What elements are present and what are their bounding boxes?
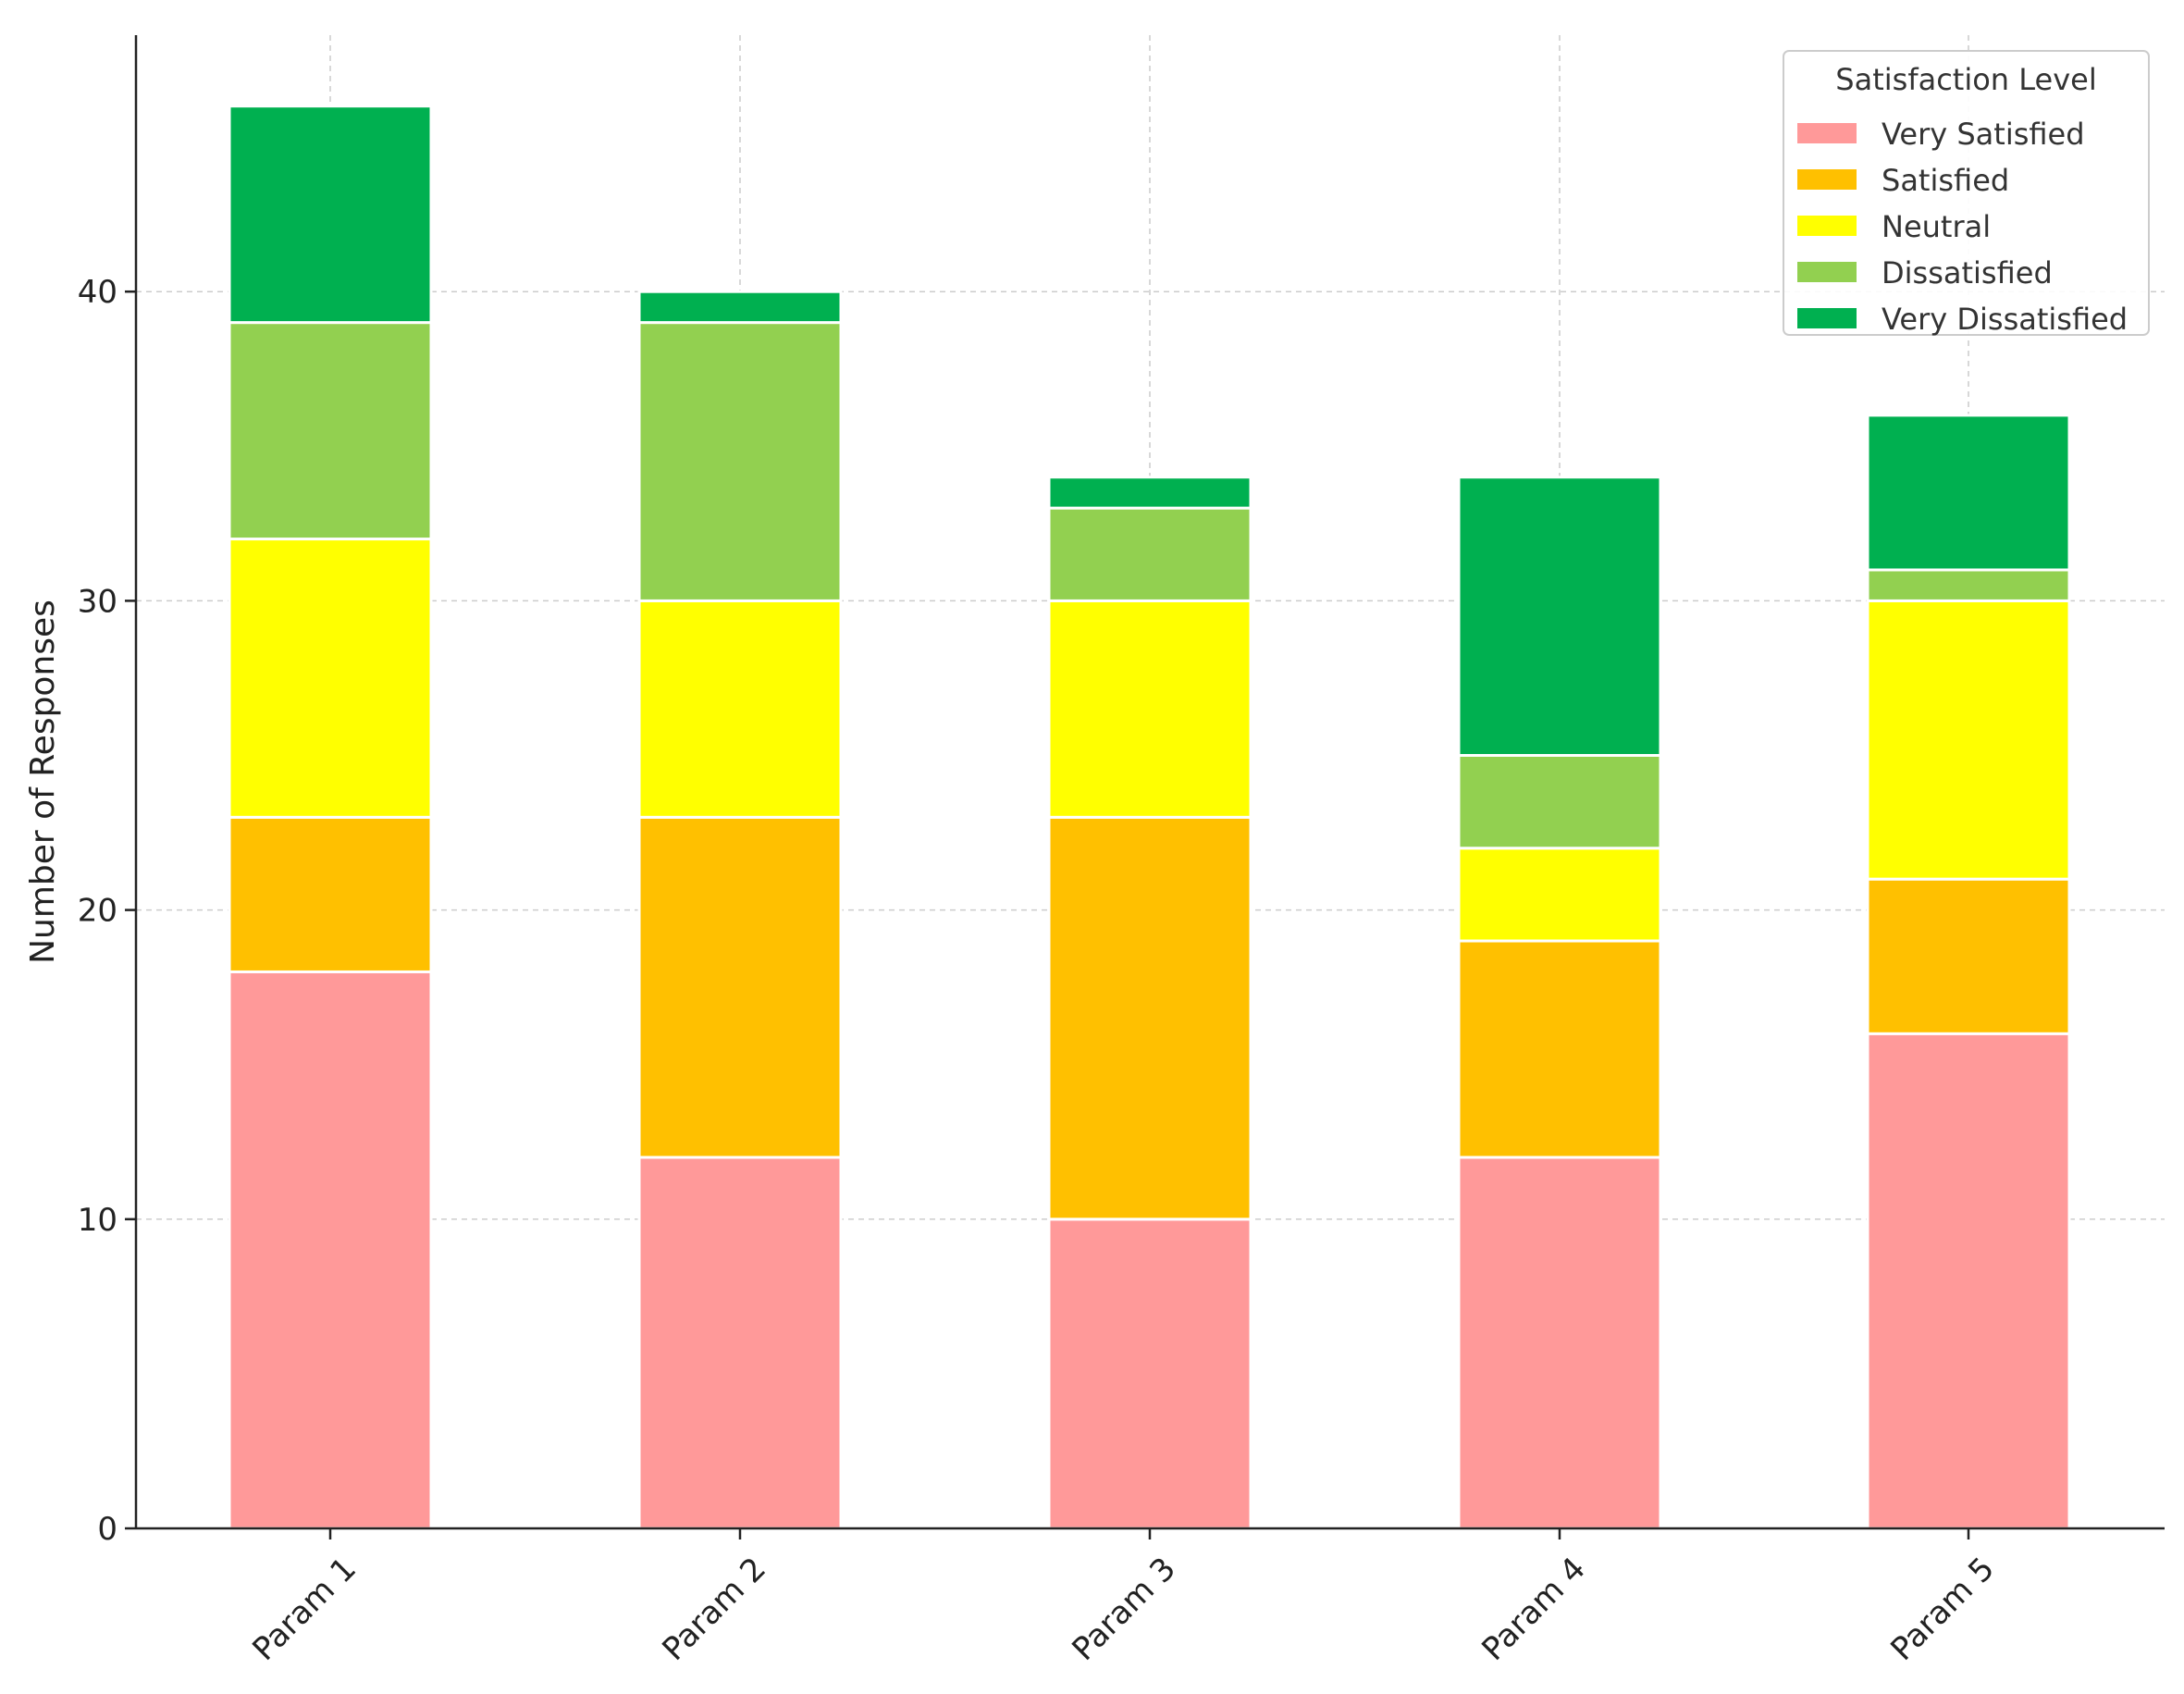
legend-swatch [1797, 262, 1857, 282]
bar-segment [228, 105, 433, 325]
bar-segment [1457, 847, 1662, 943]
bar-segment [1047, 599, 1252, 819]
bar-segment [1866, 414, 2071, 572]
y-tick-labels: 0 10 20 30 40 [78, 274, 117, 1548]
legend: Satisfaction Level Very Satisfied Satisfie… [1783, 50, 2150, 337]
bar-segment [228, 538, 433, 819]
y-tick-label: 10 [78, 1202, 117, 1239]
bar-segment [1047, 1218, 1252, 1530]
bar-segment [637, 1156, 843, 1530]
legend-entry: Neutral [1882, 209, 1991, 244]
bar-segment [1457, 1156, 1662, 1530]
bar-segment [1866, 599, 2071, 881]
bar-segment [1047, 476, 1252, 510]
axes [125, 35, 2165, 1539]
bar-segment [637, 290, 843, 325]
legend-box [1783, 50, 2150, 336]
legend-entry: Very Satisfied [1882, 117, 2085, 152]
legend-entry: Dissatisfied [1882, 255, 2053, 291]
y-tick-label: 0 [97, 1511, 117, 1548]
bar-segment [1047, 506, 1252, 602]
bar-segment [228, 321, 433, 541]
legend-entry: Satisfied [1882, 163, 2009, 198]
bars [228, 105, 2071, 1530]
legend-entry: Very Dissatisfied [1882, 302, 2128, 337]
bar-segment [637, 815, 843, 1159]
x-tick-label: Param 2 [655, 1551, 772, 1668]
legend-title: Satisfaction Level [1835, 62, 2096, 97]
bar-segment [1457, 476, 1662, 757]
y-tick-label: 40 [78, 274, 117, 311]
x-tick-label: Param 5 [1883, 1551, 2001, 1668]
y-tick-label: 20 [78, 893, 117, 930]
x-tick-label: Param 3 [1065, 1551, 1182, 1668]
bar-segment [1866, 877, 2071, 1035]
x-tick-label: Param 1 [245, 1551, 363, 1668]
bar-segment [228, 815, 433, 973]
y-axis-title: Number of Responses [24, 600, 62, 964]
bar-segment [1866, 1032, 2071, 1530]
bar-segment [637, 599, 843, 819]
legend-swatch [1797, 123, 1857, 143]
legend-swatch [1797, 308, 1857, 328]
bar-segment [637, 321, 843, 602]
x-tick-label: Param 4 [1475, 1551, 1592, 1668]
legend-swatch [1797, 169, 1857, 190]
bar-segment [1457, 754, 1662, 850]
x-tick-labels: Param 1 Param 2 Param 3 Param 4 Param 5 [245, 1551, 2001, 1668]
y-tick-label: 30 [78, 583, 117, 620]
bar-segment [1457, 939, 1662, 1159]
bar-segment [228, 970, 433, 1530]
legend-swatch [1797, 216, 1857, 236]
bar-segment [1047, 815, 1252, 1221]
bar-segment [1866, 568, 2071, 602]
